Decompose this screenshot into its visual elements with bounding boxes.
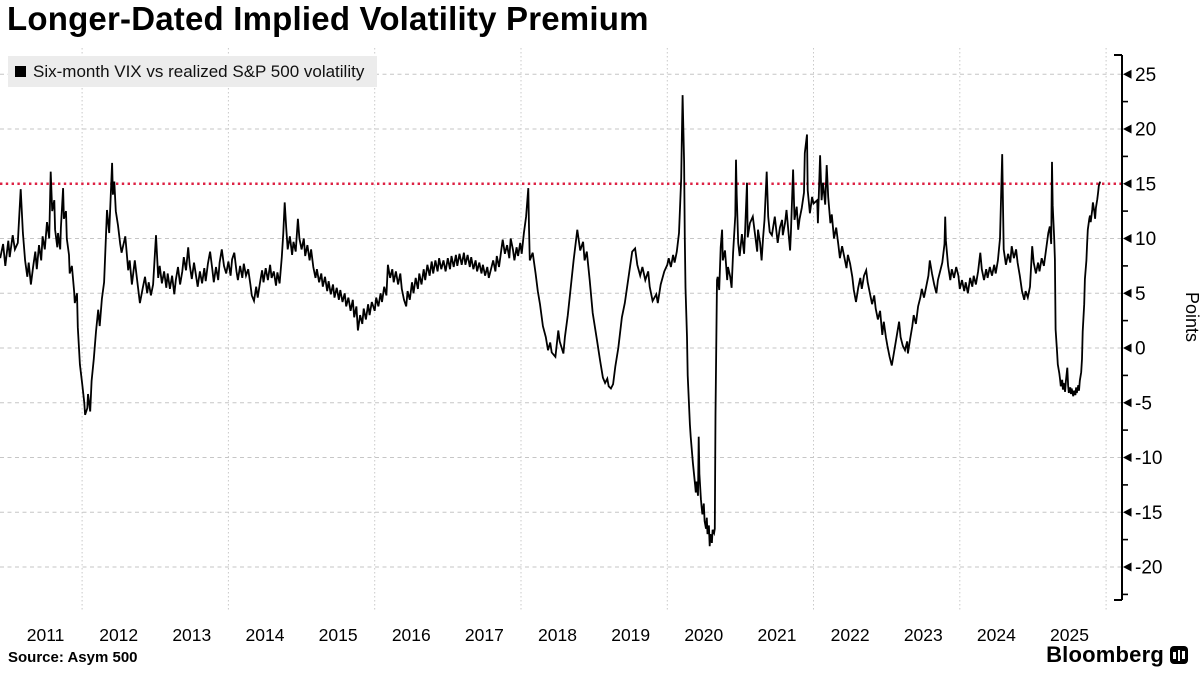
source-note: Source: Asym 500 — [8, 649, 138, 666]
y-tick-label: 20 — [1135, 120, 1156, 141]
y-tick-label: -5 — [1135, 393, 1152, 414]
x-tick-label: 2022 — [831, 625, 870, 645]
x-tick-label: 2015 — [319, 625, 358, 645]
x-tick-label: 2014 — [246, 625, 285, 645]
y-axis-major-tick — [1123, 398, 1132, 408]
x-tick-label: 2023 — [904, 625, 943, 645]
bloomberg-logo: Bloomberg — [1046, 642, 1188, 668]
y-axis-major-tick — [1123, 288, 1132, 298]
y-tick-label: 10 — [1135, 229, 1156, 250]
x-tick-label: 2020 — [684, 625, 723, 645]
bloomberg-wordmark: Bloomberg — [1046, 642, 1164, 667]
series-line — [0, 95, 1102, 547]
x-tick-label: 2019 — [611, 625, 650, 645]
y-axis-major-tick — [1123, 179, 1132, 189]
x-tick-label: 2025 — [1050, 625, 1089, 645]
y-axis-major-tick — [1123, 453, 1132, 462]
y-tick-label: 15 — [1135, 174, 1156, 195]
x-tick-label: 2013 — [172, 625, 211, 645]
y-axis-major-tick — [1123, 507, 1132, 517]
series-swatch-icon — [15, 66, 26, 77]
legend-label: Six-month VIX vs realized S&P 500 volati… — [33, 61, 365, 81]
y-tick-label: -15 — [1135, 503, 1162, 524]
y-tick-label: 0 — [1135, 339, 1146, 360]
page-title: Longer-Dated Implied Volatility Premium — [7, 0, 649, 37]
y-tick-label: 25 — [1135, 65, 1156, 86]
legend: Six-month VIX vs realized S&P 500 volati… — [8, 56, 378, 87]
y-tick-label: -10 — [1135, 448, 1162, 469]
y-axis-major-tick — [1123, 234, 1132, 243]
x-tick-label: 2021 — [758, 625, 797, 645]
x-tick-label: 2018 — [538, 625, 577, 645]
y-tick-label: 5 — [1135, 284, 1146, 305]
y-axis-major-tick — [1123, 343, 1132, 353]
x-tick-label: 2011 — [27, 625, 65, 645]
y-axis-title: Points — [1182, 292, 1200, 342]
x-tick-label: 2016 — [392, 625, 431, 645]
y-tick-label: -20 — [1135, 558, 1162, 579]
y-axis-major-tick — [1123, 562, 1132, 572]
y-axis-major-tick — [1123, 69, 1132, 79]
bloomberg-logo-icon — [1170, 646, 1188, 664]
x-tick-label: 2024 — [977, 625, 1016, 645]
x-tick-label: 2017 — [465, 625, 504, 645]
x-tick-label: 2012 — [99, 625, 138, 645]
y-axis-major-tick — [1123, 124, 1132, 134]
